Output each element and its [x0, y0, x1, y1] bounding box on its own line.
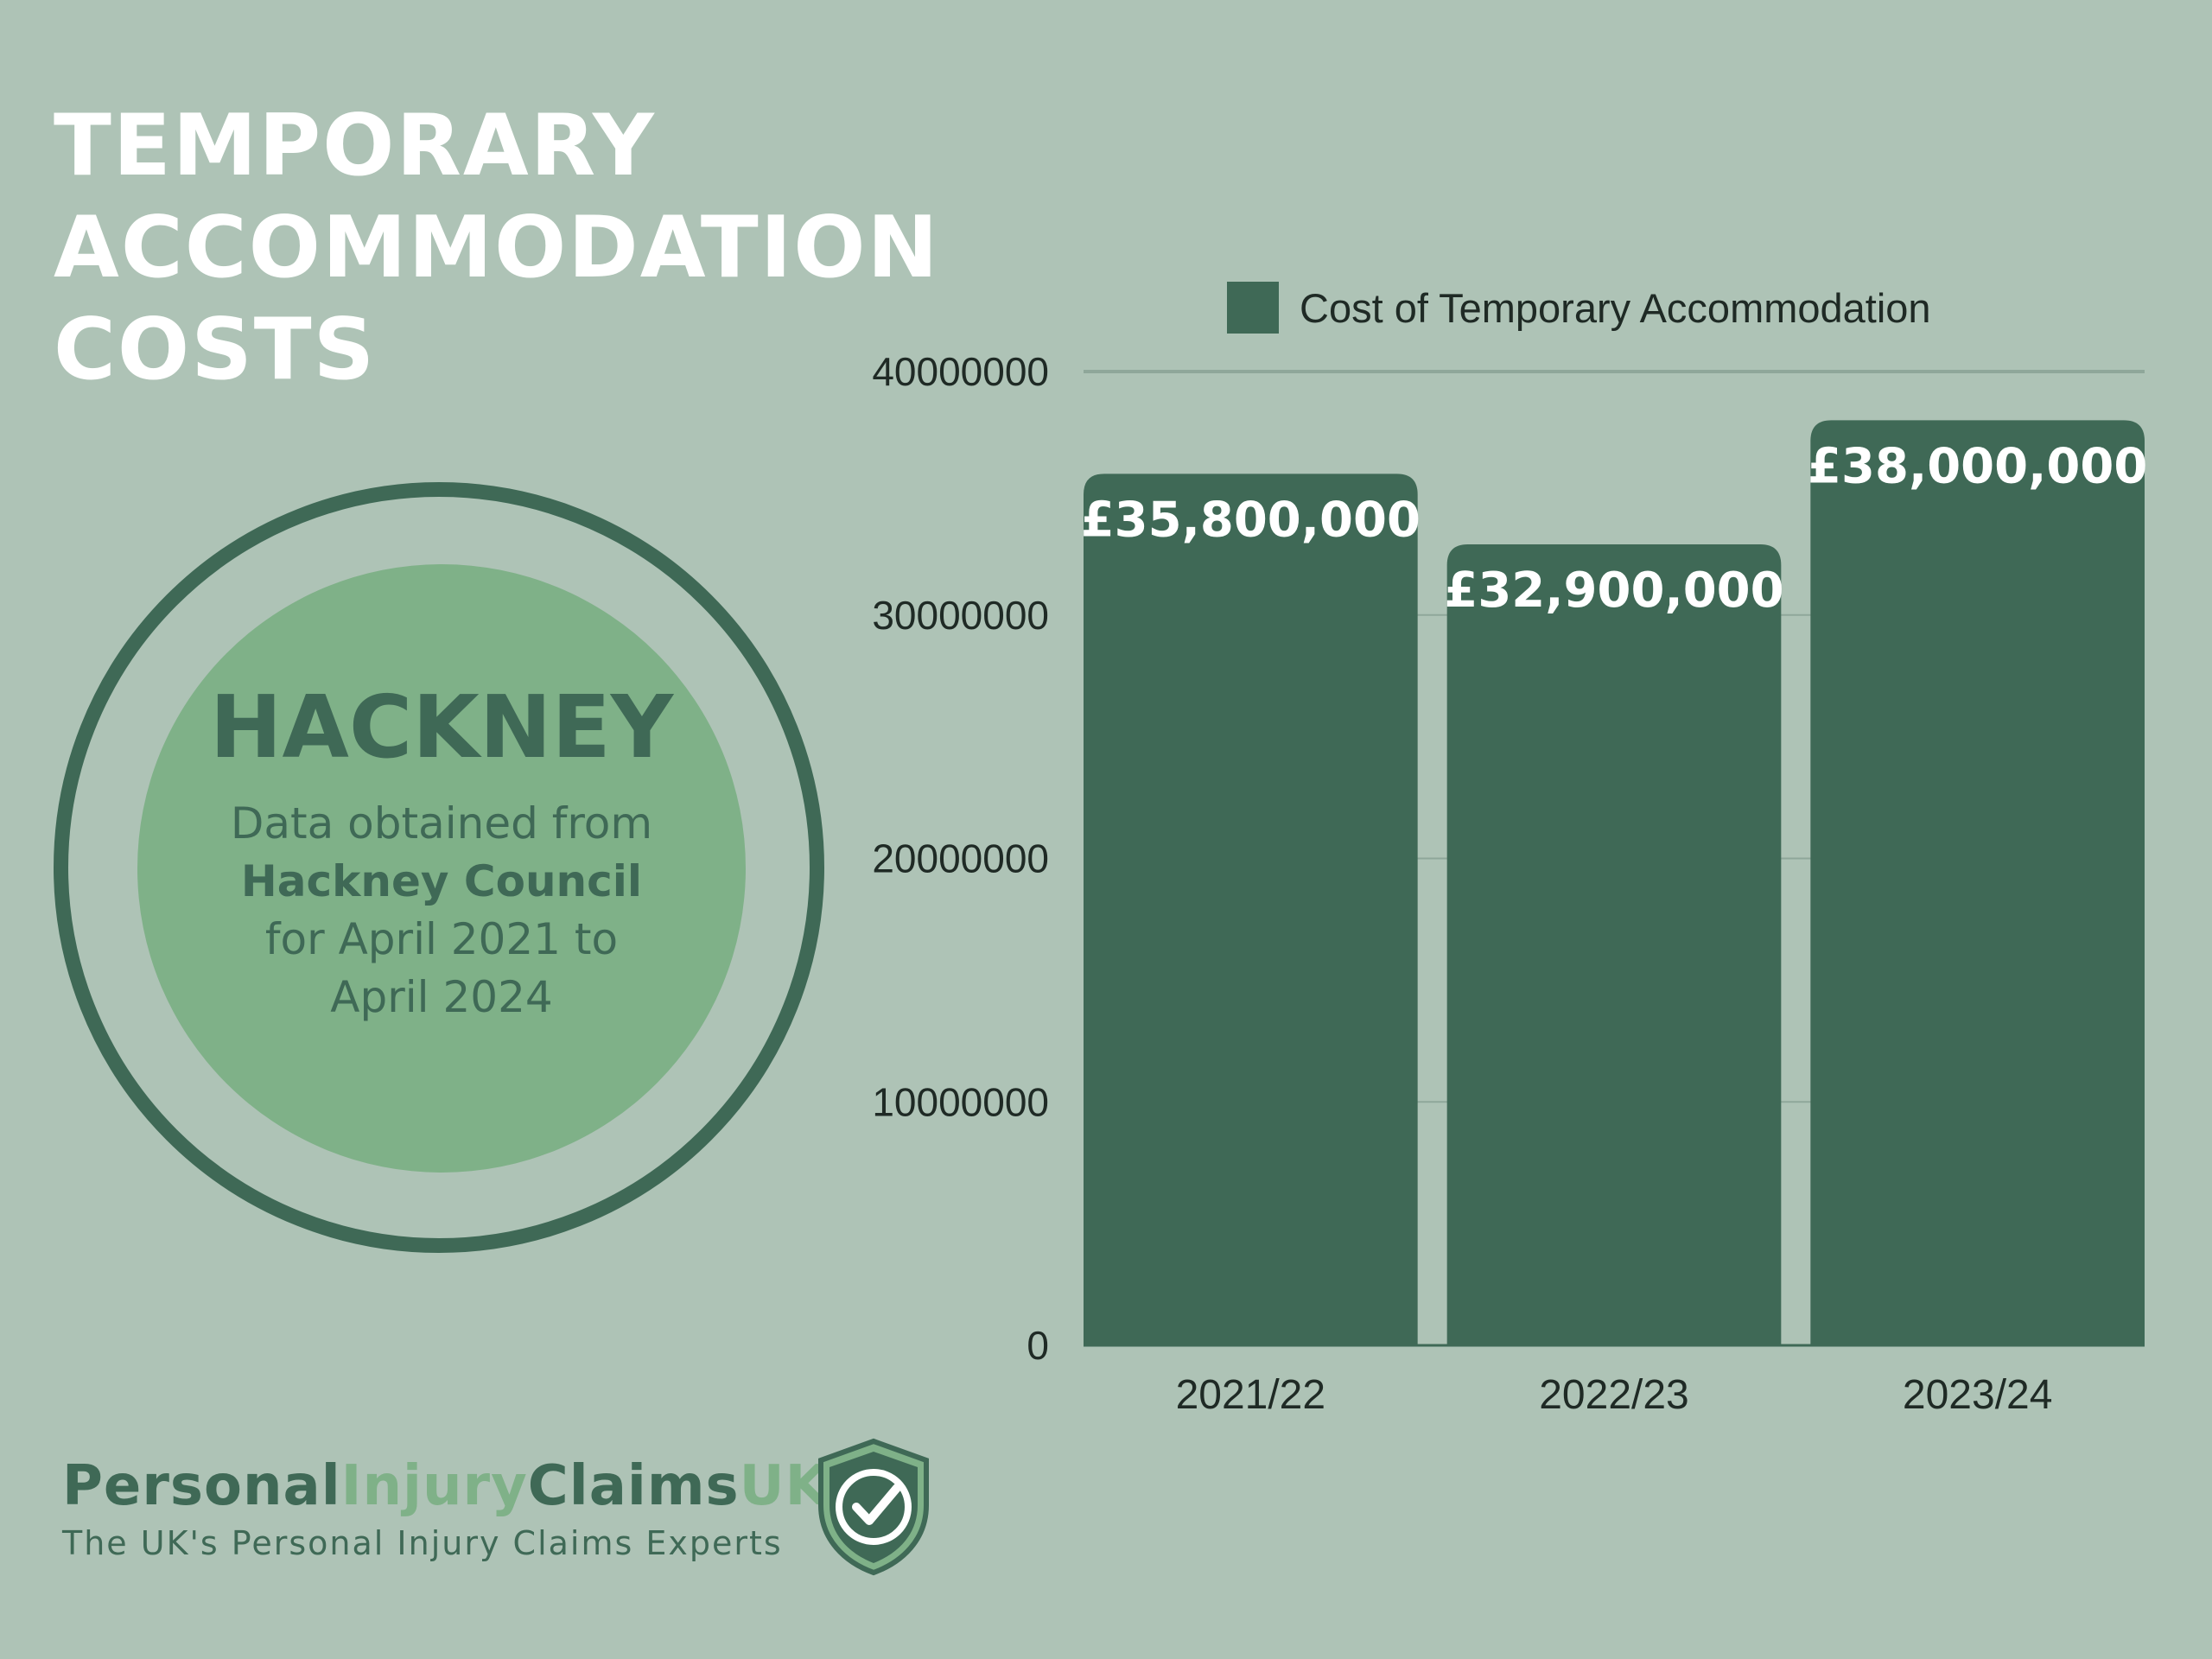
- y-tick-label: 10000000: [872, 1079, 1049, 1124]
- source-note-line-1: Data obtained from: [230, 798, 653, 849]
- brand-logo: PersonalInjuryClaimsUK The UK's Personal…: [62, 1452, 829, 1562]
- title-line-2: ACCOMMODATION: [54, 199, 940, 297]
- brand-tagline: The UK's Personal Injury Claims Experts: [62, 1524, 783, 1562]
- legend-swatch: [1227, 282, 1279, 334]
- page-title: TEMPORARY ACCOMMODATION COSTS: [54, 95, 940, 401]
- y-tick-label: 0: [1027, 1323, 1049, 1368]
- y-tick-label: 20000000: [872, 836, 1049, 881]
- y-tick-label: 40000000: [872, 349, 1049, 394]
- source-note-line-4: April 2024: [330, 972, 553, 1022]
- data-label: £35,800,000: [1081, 492, 1421, 548]
- source-note-line-3: for April 2021 to: [264, 914, 619, 964]
- bar: [1810, 420, 2145, 1346]
- bar: [1446, 544, 1782, 1345]
- chart-legend: Cost of Temporary Accommodation: [1227, 282, 1931, 334]
- council-badge: HACKNEY Data obtained from Hackney Counc…: [137, 564, 746, 1173]
- data-label: £38,000,000: [1808, 438, 2147, 494]
- source-note-line-2: Hackney Council: [240, 856, 643, 906]
- data-label: £32,900,000: [1444, 563, 1783, 619]
- x-tick-label: 2021/22: [1176, 1372, 1326, 1418]
- shield-check-icon: [818, 1438, 929, 1576]
- title-line-1: TEMPORARY: [54, 97, 656, 195]
- y-tick-label: 30000000: [872, 593, 1049, 638]
- source-note: Data obtained from Hackney Council for A…: [231, 795, 652, 1027]
- brand-name: PersonalInjuryClaimsUK: [62, 1454, 830, 1518]
- legend-label: Cost of Temporary Accommodation: [1300, 284, 1931, 331]
- bar: [1084, 474, 1418, 1345]
- x-tick-label: 2023/24: [1903, 1372, 2053, 1418]
- title-line-3: COSTS: [54, 301, 377, 399]
- council-name: HACKNEY: [209, 677, 674, 778]
- x-tick-label: 2022/23: [1539, 1372, 1689, 1418]
